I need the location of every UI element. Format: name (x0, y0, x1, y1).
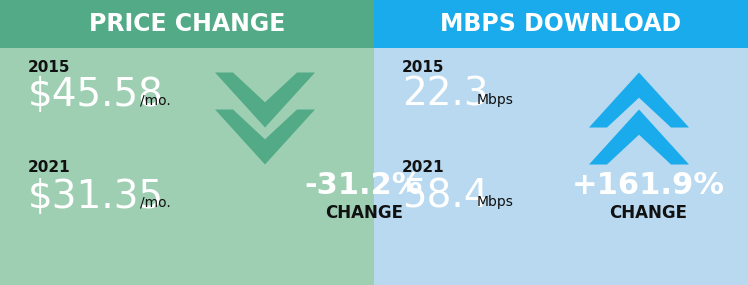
Text: 2015: 2015 (402, 60, 444, 74)
Text: /mo.: /mo. (140, 93, 171, 107)
Text: 2021: 2021 (402, 160, 444, 174)
Text: CHANGE: CHANGE (609, 204, 687, 222)
Polygon shape (215, 72, 315, 127)
Polygon shape (589, 72, 689, 127)
Text: $31.35: $31.35 (28, 178, 164, 216)
Polygon shape (589, 109, 689, 164)
Text: PRICE CHANGE: PRICE CHANGE (89, 12, 285, 36)
Text: MBPS DOWNLOAD: MBPS DOWNLOAD (441, 12, 681, 36)
Bar (0, 48, 374, 285)
Text: /mo.: /mo. (140, 195, 171, 209)
Text: 2021: 2021 (28, 160, 70, 174)
Bar (374, 48, 748, 285)
Bar (374, 0, 748, 48)
Text: Mbps: Mbps (477, 93, 514, 107)
Polygon shape (215, 109, 315, 164)
Text: $45.58: $45.58 (28, 76, 164, 114)
Text: CHANGE: CHANGE (325, 204, 403, 222)
Text: 58.4: 58.4 (402, 178, 488, 216)
Text: -31.2%: -31.2% (305, 170, 423, 200)
Bar (0, 0, 374, 48)
Text: +161.9%: +161.9% (571, 170, 725, 200)
Text: 22.3: 22.3 (402, 76, 488, 114)
Text: Mbps: Mbps (477, 195, 514, 209)
Text: 2015: 2015 (28, 60, 70, 74)
